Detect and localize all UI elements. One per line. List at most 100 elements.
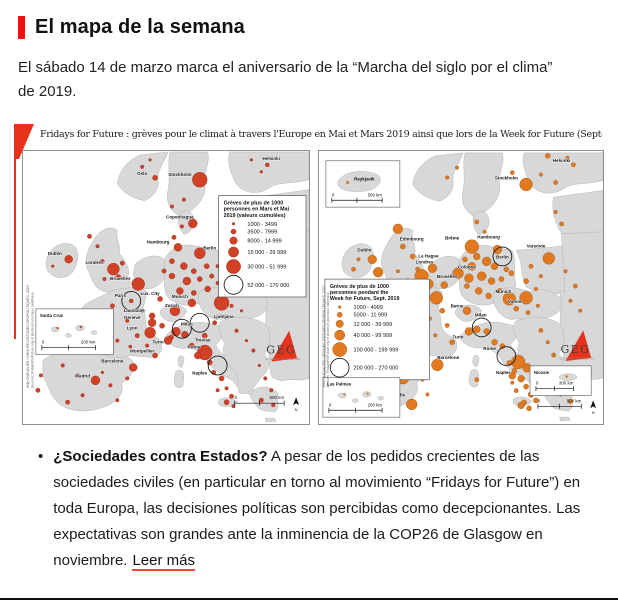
legend-symbol: [223, 274, 244, 295]
strike-dot: [542, 252, 555, 265]
city-label: Rome: [187, 345, 200, 350]
city-label: Hambourg: [477, 235, 500, 240]
legend-class-label: 1000 - 3499: [247, 222, 277, 228]
strike-dot: [131, 277, 145, 291]
strike-dot: [568, 298, 573, 303]
strike-dot: [191, 268, 197, 274]
strike-dot: [491, 339, 498, 346]
strike-dot: [90, 375, 101, 385]
strike-dot: [508, 270, 515, 276]
strike-dot: [194, 247, 206, 259]
city-label: Turin: [153, 340, 164, 345]
city-label: Stockholm: [495, 176, 518, 181]
strike-dot: [107, 262, 120, 276]
strike-dot: [189, 342, 195, 349]
strike-dot: [409, 253, 416, 260]
geg-logo-text: GEG: [266, 344, 296, 357]
strike-dot: [482, 229, 487, 234]
north-arrow-icon: [293, 397, 300, 406]
city-label: Bruxelles: [110, 276, 131, 281]
strike-dot: [464, 327, 474, 336]
map-inset-nicosie: [529, 365, 592, 396]
strike-dot: [115, 274, 122, 280]
bullet-text: ¿Sociedades contra Estados? A pesar de l…: [53, 444, 585, 574]
strike-dot: [176, 287, 184, 295]
strike-dot: [440, 281, 448, 289]
city-label: Barcelone: [437, 355, 459, 360]
strike-dot: [223, 399, 230, 405]
strike-dot: [467, 262, 476, 271]
strike-dot: [65, 399, 71, 405]
city-label: Berlin: [496, 254, 509, 259]
city-label: Barcelone: [101, 358, 123, 363]
strike-dot: [473, 252, 481, 261]
city-label: Vienne: [508, 299, 523, 304]
strike-ring: [189, 312, 210, 333]
city-label: Londres: [86, 260, 104, 265]
city-label: Berlin: [203, 245, 216, 250]
strike-dot: [259, 170, 263, 174]
strike-dot: [168, 272, 176, 280]
map-panel-mars-mai: Oslo Stockholm Helsinki Copenhague Hambourg B…: [22, 150, 310, 425]
strike-dot: [148, 312, 156, 319]
strike-dot: [224, 386, 229, 391]
map-credits: Willy CHEVALIER \ GROUPE D'ETUDES GEOPOL…: [322, 285, 330, 387]
strike-dot: [161, 268, 167, 274]
geg-logo-subtext: LE GRAND CONTINENT.EU: [265, 357, 300, 361]
city-label: Varsovie: [527, 244, 546, 249]
strike-dot: [474, 219, 480, 225]
strike-ring: [496, 346, 517, 366]
strike-dot: [203, 263, 210, 269]
strike-dot: [229, 393, 234, 399]
svg-text:Willy CHEVALIER \ GROUPE D'ETU: Willy CHEVALIER \ GROUPE D'ETUDES GEOPOL…: [26, 285, 30, 388]
strike-dot: [444, 323, 450, 328]
strike-dot: [35, 387, 41, 393]
legend-class-label: 52 000 - 170 000: [247, 283, 289, 289]
strike-dot: [553, 210, 558, 215]
city-label: Ljubljana: [214, 314, 234, 319]
strike-dot: [169, 305, 181, 316]
strike-dot: [108, 383, 113, 388]
map-canvas-week-for-future-sept-2019: Stockholm Helsinki Edimbourg Dublin Brême Ham…: [319, 152, 604, 423]
strike-dot: [169, 258, 175, 264]
page-title: El mapa de la semana: [18, 16, 245, 39]
city-label: Bruxelles: [437, 274, 458, 279]
strike-dot: [192, 172, 208, 188]
north-arrow-icon: [590, 400, 597, 409]
bullet-body: A pesar de los pedidos crecientes de las…: [53, 448, 581, 569]
strike-dot: [144, 327, 156, 339]
legend-symbol: [229, 236, 238, 245]
legend-symbol: [329, 357, 350, 378]
city-label: Turin: [453, 334, 464, 339]
scale-km-label: 500 km: [270, 395, 285, 400]
city-label: Naples: [192, 370, 207, 375]
strike-dot: [356, 257, 361, 262]
legend-title-line: Week for Future, Sept. 2019: [330, 296, 400, 302]
city-label: Dublin: [48, 251, 62, 256]
strike-dot: [406, 398, 418, 410]
strike-dot: [229, 303, 234, 308]
strike-dot: [533, 397, 539, 404]
strike-dot: [147, 318, 157, 327]
city-label: Helsinki: [263, 156, 280, 161]
strike-dot: [119, 260, 125, 266]
legend-title-line: 2019 (valeurs cumulées): [224, 213, 286, 219]
strike-dot: [578, 308, 583, 313]
figure-red-edge: [14, 154, 16, 339]
city-label: Copenhague: [166, 214, 194, 219]
strike-dot: [523, 278, 529, 284]
strike-dot: [182, 276, 192, 286]
summary-bullet: • ¿Sociedades contra Estados? A pesar de…: [38, 444, 590, 574]
strike-dot: [115, 338, 120, 343]
legend-class-label: 40 000 - 99 999: [354, 333, 393, 339]
read-more-link[interactable]: Leer más: [132, 552, 195, 571]
intro-paragraph: El sábado 14 de marzo marca el aniversar…: [18, 59, 553, 100]
map-credits: Willy CHEVALIER \ GROUPE D'ETUDES GEOPOL…: [26, 285, 34, 388]
strike-dot: [533, 287, 538, 291]
strike-dot: [249, 158, 253, 162]
strike-dot: [509, 170, 515, 175]
strike-dot: [171, 234, 177, 240]
strike-dot: [517, 401, 525, 409]
strike-dot: [134, 333, 140, 339]
strike-dot: [115, 398, 120, 403]
